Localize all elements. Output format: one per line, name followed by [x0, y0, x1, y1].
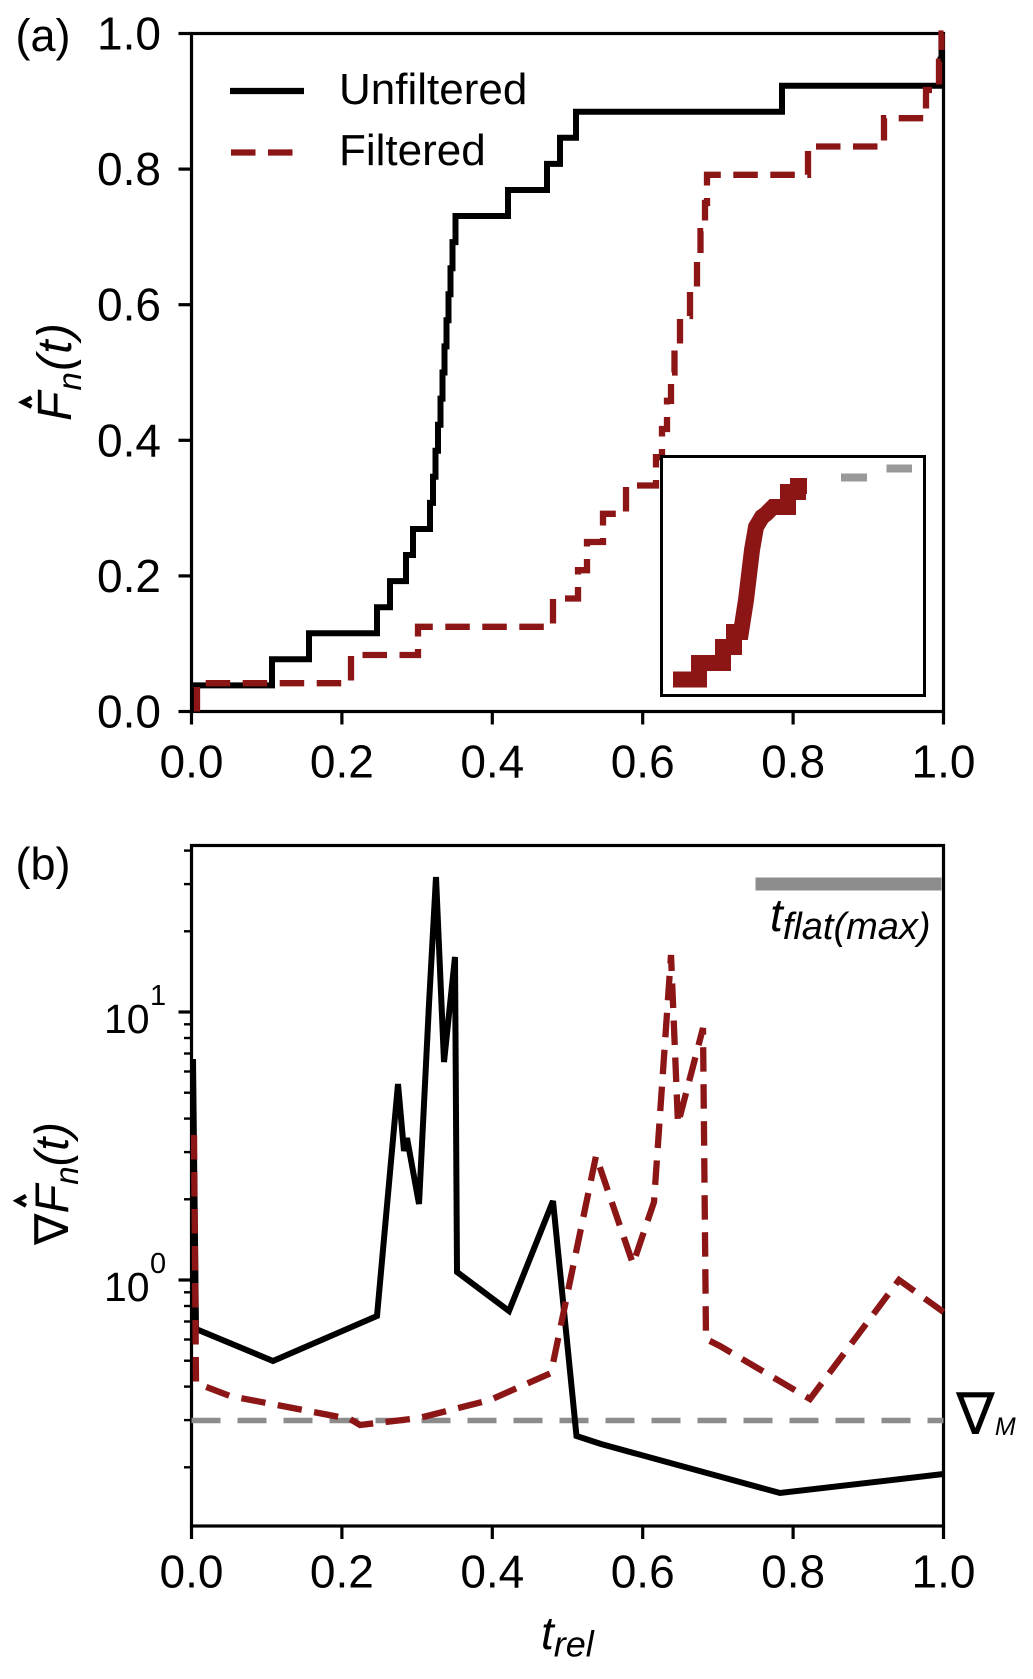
svg-text:0.0: 0.0 — [160, 736, 224, 788]
svg-text:0.6: 0.6 — [611, 736, 675, 788]
svg-text:0.6: 0.6 — [97, 279, 161, 331]
svg-text:0.8: 0.8 — [97, 143, 161, 195]
svg-text:0.8: 0.8 — [761, 736, 825, 788]
svg-text:0.0: 0.0 — [97, 686, 161, 738]
svg-text:0.4: 0.4 — [97, 414, 161, 466]
svg-text:0: 0 — [150, 1248, 166, 1280]
svg-text:(b): (b) — [16, 839, 71, 890]
svg-text:0.2: 0.2 — [310, 736, 374, 788]
svg-text:1.0: 1.0 — [912, 1546, 976, 1598]
svg-text:Filtered: Filtered — [339, 126, 486, 175]
svg-text:10: 10 — [104, 1264, 150, 1310]
svg-text:Fn(t): Fn(t) — [29, 322, 88, 421]
svg-text:∇M: ∇M — [955, 1382, 1016, 1447]
svg-text:1.0: 1.0 — [912, 736, 976, 788]
svg-text:(a): (a) — [16, 10, 71, 61]
svg-text:1: 1 — [150, 980, 166, 1012]
svg-text:0.8: 0.8 — [761, 1546, 825, 1598]
svg-text:1.0: 1.0 — [97, 8, 161, 60]
svg-text:0.4: 0.4 — [460, 736, 524, 788]
svg-text:Unfiltered: Unfiltered — [339, 65, 527, 114]
svg-text:0.4: 0.4 — [460, 1546, 524, 1598]
svg-text:0.2: 0.2 — [97, 550, 161, 602]
svg-text:0.0: 0.0 — [160, 1546, 224, 1598]
svg-text:0.2: 0.2 — [310, 1546, 374, 1598]
svg-text:0.6: 0.6 — [611, 1546, 675, 1598]
svg-text:10: 10 — [104, 996, 150, 1042]
